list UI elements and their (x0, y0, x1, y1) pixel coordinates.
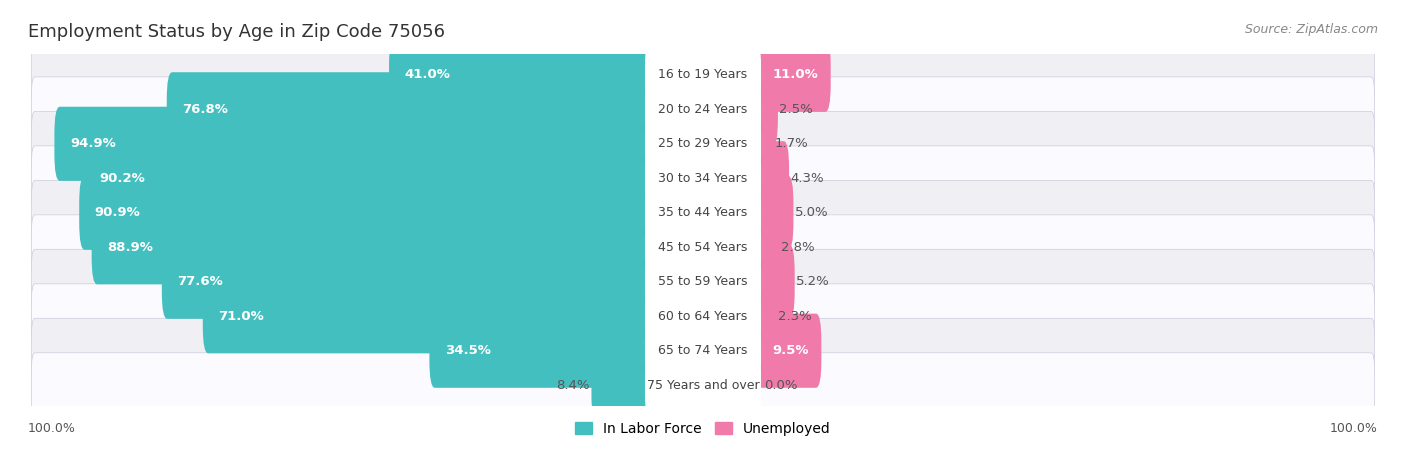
FancyBboxPatch shape (167, 72, 654, 147)
Text: 4.3%: 4.3% (790, 172, 824, 185)
FancyBboxPatch shape (79, 176, 654, 250)
FancyBboxPatch shape (31, 42, 1375, 107)
Text: 8.4%: 8.4% (557, 379, 591, 392)
FancyBboxPatch shape (31, 353, 1375, 418)
Text: 77.6%: 77.6% (177, 275, 224, 288)
Text: 94.9%: 94.9% (70, 137, 115, 150)
Text: 71.0%: 71.0% (218, 310, 264, 323)
Text: 16 to 19 Years: 16 to 19 Years (658, 68, 748, 81)
Text: 65 to 74 Years: 65 to 74 Years (658, 344, 748, 357)
Text: 35 to 44 Years: 35 to 44 Years (658, 206, 748, 219)
Text: 90.2%: 90.2% (98, 172, 145, 185)
FancyBboxPatch shape (645, 79, 761, 139)
FancyBboxPatch shape (31, 111, 1375, 176)
FancyBboxPatch shape (162, 244, 654, 319)
FancyBboxPatch shape (752, 244, 794, 319)
FancyBboxPatch shape (752, 107, 773, 181)
FancyBboxPatch shape (31, 146, 1375, 211)
FancyBboxPatch shape (752, 72, 778, 147)
FancyBboxPatch shape (752, 176, 793, 250)
FancyBboxPatch shape (645, 183, 761, 243)
FancyBboxPatch shape (645, 217, 761, 277)
FancyBboxPatch shape (202, 279, 654, 353)
FancyBboxPatch shape (645, 355, 761, 415)
FancyBboxPatch shape (645, 321, 761, 381)
FancyBboxPatch shape (645, 114, 761, 174)
Text: 9.5%: 9.5% (773, 344, 810, 357)
Text: Employment Status by Age in Zip Code 75056: Employment Status by Age in Zip Code 750… (28, 23, 446, 41)
Text: 30 to 34 Years: 30 to 34 Years (658, 172, 748, 185)
Text: 25 to 29 Years: 25 to 29 Years (658, 137, 748, 150)
FancyBboxPatch shape (31, 180, 1375, 245)
FancyBboxPatch shape (83, 141, 654, 215)
FancyBboxPatch shape (645, 286, 761, 346)
FancyBboxPatch shape (752, 279, 776, 353)
Text: 41.0%: 41.0% (405, 68, 450, 81)
FancyBboxPatch shape (55, 107, 654, 181)
FancyBboxPatch shape (752, 313, 821, 388)
Text: 100.0%: 100.0% (1330, 422, 1378, 435)
FancyBboxPatch shape (31, 318, 1375, 383)
Text: 5.0%: 5.0% (794, 206, 828, 219)
Text: 90.9%: 90.9% (94, 206, 141, 219)
Text: 2.5%: 2.5% (779, 103, 813, 116)
Text: 5.2%: 5.2% (796, 275, 830, 288)
Text: 60 to 64 Years: 60 to 64 Years (658, 310, 748, 323)
FancyBboxPatch shape (31, 77, 1375, 142)
Text: 34.5%: 34.5% (444, 344, 491, 357)
Text: 45 to 54 Years: 45 to 54 Years (658, 241, 748, 254)
FancyBboxPatch shape (31, 215, 1375, 280)
FancyBboxPatch shape (31, 284, 1375, 349)
Text: 2.8%: 2.8% (782, 241, 814, 254)
Text: 100.0%: 100.0% (28, 422, 76, 435)
FancyBboxPatch shape (752, 141, 789, 215)
Text: 88.9%: 88.9% (107, 241, 153, 254)
FancyBboxPatch shape (752, 38, 831, 112)
Text: 11.0%: 11.0% (773, 68, 818, 81)
FancyBboxPatch shape (645, 252, 761, 312)
Text: Source: ZipAtlas.com: Source: ZipAtlas.com (1244, 23, 1378, 36)
Text: 55 to 59 Years: 55 to 59 Years (658, 275, 748, 288)
Text: 76.8%: 76.8% (183, 103, 228, 116)
Text: 1.7%: 1.7% (775, 137, 808, 150)
FancyBboxPatch shape (752, 210, 780, 284)
Text: 20 to 24 Years: 20 to 24 Years (658, 103, 748, 116)
Text: 75 Years and over: 75 Years and over (647, 379, 759, 392)
FancyBboxPatch shape (592, 348, 654, 422)
FancyBboxPatch shape (645, 45, 761, 105)
Legend: In Labor Force, Unemployed: In Labor Force, Unemployed (569, 416, 837, 441)
Text: 2.3%: 2.3% (778, 310, 811, 323)
FancyBboxPatch shape (389, 38, 654, 112)
Text: 0.0%: 0.0% (763, 379, 797, 392)
FancyBboxPatch shape (31, 249, 1375, 314)
FancyBboxPatch shape (429, 313, 654, 388)
FancyBboxPatch shape (91, 210, 654, 284)
FancyBboxPatch shape (645, 148, 761, 208)
